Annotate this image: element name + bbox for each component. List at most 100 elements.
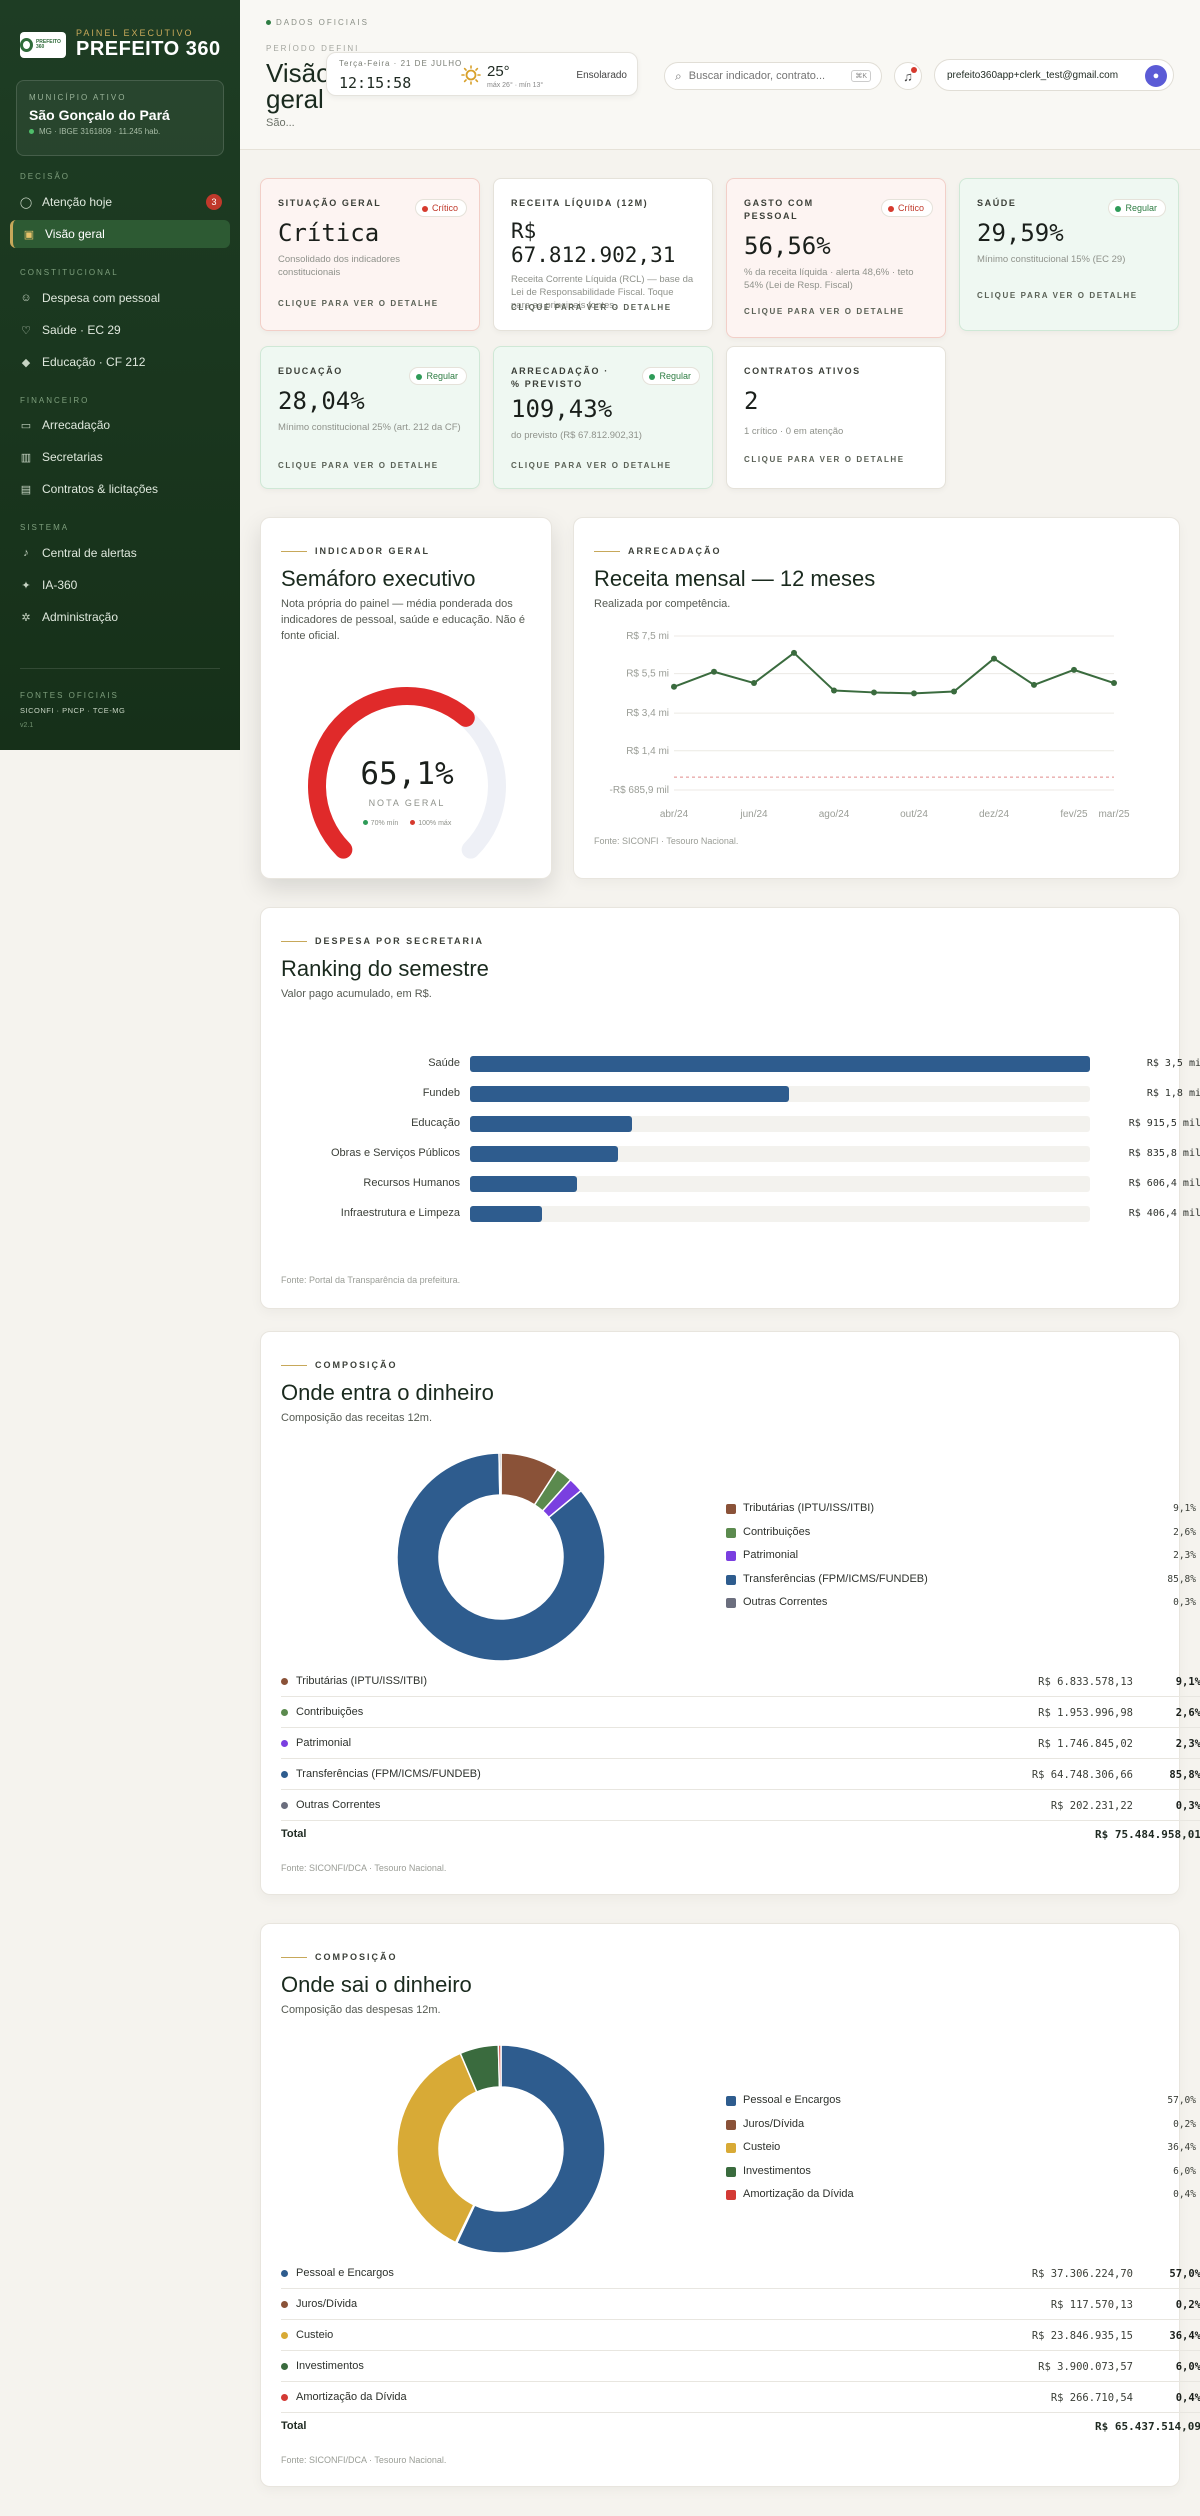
ranking-row[interactable]: Infraestrutura e Limpeza R$ 406,4 mil xyxy=(261,1204,1200,1224)
data-point[interactable] xyxy=(751,680,757,687)
row-dot xyxy=(281,2270,288,2277)
data-point[interactable] xyxy=(1071,666,1077,673)
sidebar-item-central-alertas[interactable]: ♪ Central de alertas xyxy=(10,539,230,567)
sidebar-item-ia-360[interactable]: ✦ IA-360 xyxy=(10,571,230,599)
kpi-card-arrecadacao[interactable]: ARRECADAÇÃO · % PREVISTO Regular 109,43%… xyxy=(493,346,713,489)
donut-slice[interactable] xyxy=(396,1452,606,1662)
legend-item: Amortização da Dívida 0,4% xyxy=(726,2187,1196,2203)
donut-slice[interactable] xyxy=(497,2044,502,2088)
page-subtitle: São... xyxy=(266,117,295,129)
kpi-card-situacao-geral[interactable]: SITUAÇÃO GERAL Crítico Crítica Consolida… xyxy=(260,178,480,331)
data-point[interactable] xyxy=(911,690,917,697)
data-point[interactable] xyxy=(871,689,877,696)
app-version: v2.1 xyxy=(20,722,34,729)
table-row: Amortização da Dívida R$ 266.710,54 0,4% xyxy=(281,2382,1200,2413)
row-percent: 0,2% xyxy=(1175,2299,1200,2311)
kpi-detail-link[interactable]: CLIQUE PARA VER O DETALHE xyxy=(511,303,672,312)
legend-swatch xyxy=(726,2119,736,2130)
row-dot xyxy=(281,2332,288,2339)
legend-percent: 0,3% xyxy=(1173,1597,1196,1608)
ranking-row[interactable]: Educação R$ 915,5 mil xyxy=(261,1114,1200,1134)
kpi-description: Mínimo constitucional 15% (EC 29) xyxy=(977,254,1126,265)
kpi-detail-link[interactable]: CLIQUE PARA VER O DETALHE xyxy=(977,291,1138,300)
notifications-button[interactable]: ♫ xyxy=(894,62,922,90)
kpi-card-gasto-pessoal[interactable]: GASTO COM PESSOAL Crítico 56,56% % da re… xyxy=(726,178,946,338)
status-badge: Crítico xyxy=(414,199,467,217)
ranking-row[interactable]: Recursos Humanos R$ 606,4 mil xyxy=(261,1174,1200,1194)
alert-count-badge: 3 xyxy=(206,194,222,210)
data-point[interactable] xyxy=(831,687,837,694)
data-point[interactable] xyxy=(991,655,997,662)
sidebar-section-constitucional: CONSTITUCIONAL xyxy=(20,268,119,277)
value-label: R$ 835,8 mil xyxy=(1128,1148,1200,1159)
municipio-card[interactable]: MUNICÍPIO ATIVO São Gonçalo do Pará MG ·… xyxy=(16,80,224,156)
ranking-panel: DESPESA POR SECRETARIA Ranking do semest… xyxy=(260,907,1200,1309)
donut-slice[interactable] xyxy=(455,2044,606,2254)
wallet-icon: ▭ xyxy=(20,419,32,432)
people-icon: ☺ xyxy=(20,292,32,304)
legend-swatch xyxy=(726,2096,736,2106)
bar-track xyxy=(470,1176,1090,1192)
sidebar-item-despesa-pessoal[interactable]: ☺ Despesa com pessoal xyxy=(10,284,230,312)
legend-item: Patrimonial 2,3% xyxy=(726,1548,1196,1564)
kpi-card-contratos-ativos[interactable]: CONTRATOS ATIVOS 2 1 crítico · 0 em aten… xyxy=(726,346,946,489)
sidebar-item-label: Secretarias xyxy=(42,450,103,464)
despesas-composicao-panel: COMPOSIÇÃO Onde sai o dinheiro Composiçã… xyxy=(260,1923,1200,2487)
row-amount: R$ 266.710,54 xyxy=(1050,2392,1133,2404)
legend-swatch xyxy=(726,1574,736,1585)
sidebar-item-educacao[interactable]: ◆ Educação · CF 212 xyxy=(10,348,230,376)
data-point[interactable] xyxy=(951,688,957,695)
user-menu[interactable]: prefeito360app+clerk_test@gmail.com ● xyxy=(934,59,1174,91)
kpi-value: Crítica xyxy=(278,219,380,247)
kpi-card-saude[interactable]: SAÚDE Regular 29,59% Mínimo constitucion… xyxy=(959,178,1179,331)
data-point[interactable] xyxy=(1111,680,1117,687)
semaforo-gauge xyxy=(308,687,506,859)
sidebar-section-decisao: DECISÃO xyxy=(20,172,71,181)
ranking-row[interactable]: Saúde R$ 3,5 mi xyxy=(261,1054,1200,1074)
donut-slice[interactable] xyxy=(396,2052,478,2244)
sidebar-item-visao-geral[interactable]: ▣ Visão geral xyxy=(10,220,230,248)
ranking-row[interactable]: Fundeb R$ 1,8 mi xyxy=(261,1084,1200,1104)
bell-icon: ♫ xyxy=(903,68,913,84)
sidebar-item-administracao[interactable]: ✲ Administração xyxy=(10,603,230,631)
row-amount: R$ 37.306.224,70 xyxy=(1031,2268,1133,2280)
kpi-detail-link[interactable]: CLIQUE PARA VER O DETALHE xyxy=(744,307,905,316)
donut-slice[interactable] xyxy=(498,1452,502,1496)
bell-icon: ♪ xyxy=(23,547,29,559)
data-point[interactable] xyxy=(711,668,717,675)
table-row: Patrimonial R$ 1.746.845,02 2,3% xyxy=(281,1728,1200,1759)
data-point[interactable] xyxy=(791,649,797,656)
sidebar-item-atencao-hoje[interactable]: ◯ Atenção hoje 3 xyxy=(10,188,230,216)
sidebar-item-contratos[interactable]: ▤ Contratos & licitações xyxy=(10,475,230,503)
data-point[interactable] xyxy=(1031,681,1037,688)
kpi-detail-link[interactable]: CLIQUE PARA VER O DETALHE xyxy=(278,299,439,308)
gauge-caption: NOTA GERAL xyxy=(368,798,446,808)
brand[interactable]: PREFEITO 360 PAINEL EXECUTIVO PREFEITO 3… xyxy=(20,28,221,61)
sidebar-item-arrecadacao[interactable]: ▭ Arrecadação xyxy=(10,411,230,439)
data-point[interactable] xyxy=(671,683,677,690)
sidebar-item-secretarias[interactable]: ▥ Secretarias xyxy=(10,443,230,471)
section-eyebrow: COMPOSIÇÃO xyxy=(281,1360,398,1370)
kpi-description: Mínimo constitucional 25% (art. 212 da C… xyxy=(278,422,461,433)
sidebar-item-saude[interactable]: ♡ Saúde · EC 29 xyxy=(10,316,230,344)
row-dot xyxy=(281,2394,288,2401)
search-box[interactable]: ⌕ ⌘K xyxy=(664,62,882,90)
row-percent: 36,4% xyxy=(1169,2330,1200,2342)
x-tick-label: jun/24 xyxy=(739,809,768,820)
kpi-card-receita-liquida[interactable]: RECEITA LÍQUIDA (12M) R$ 67.812.902,31 R… xyxy=(493,178,713,331)
ranking-row[interactable]: Obras e Serviços Públicos R$ 835,8 mil xyxy=(261,1144,1200,1164)
search-input[interactable] xyxy=(688,70,839,82)
table-row: Contribuições R$ 1.953.996,98 2,6% xyxy=(281,1697,1200,1728)
legend-dot-max xyxy=(410,820,416,825)
legend-label: Patrimonial xyxy=(743,1549,799,1561)
row-amount: R$ 1.746.845,02 xyxy=(1038,1738,1133,1750)
top-bar: DADOS OFICIAIS PERÍODO DEFINI Visão gera… xyxy=(240,0,1200,150)
bar-track xyxy=(470,1056,1090,1072)
kpi-value: 28,04% xyxy=(278,387,365,415)
kpi-detail-link[interactable]: CLIQUE PARA VER O DETALHE xyxy=(511,461,672,470)
clock-date: Terça-Feira · 21 DE JULHO xyxy=(339,59,463,68)
kpi-detail-link[interactable]: CLIQUE PARA VER O DETALHE xyxy=(278,461,439,470)
kpi-card-educacao[interactable]: EDUCAÇÃO Regular 28,04% Mínimo constituc… xyxy=(260,346,480,489)
kpi-value: R$ 67.812.902,31 xyxy=(511,219,676,267)
kpi-detail-link[interactable]: CLIQUE PARA VER O DETALHE xyxy=(744,455,905,464)
